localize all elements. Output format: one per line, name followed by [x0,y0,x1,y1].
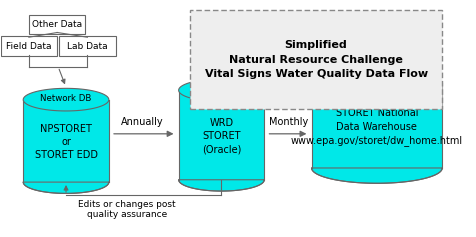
Polygon shape [311,83,441,168]
Text: Lab Data: Lab Data [67,41,108,50]
FancyBboxPatch shape [189,10,441,109]
Polygon shape [23,88,109,111]
FancyBboxPatch shape [0,36,57,56]
Text: Edits or changes post
quality assurance: Edits or changes post quality assurance [78,200,175,219]
Text: Field Data: Field Data [6,41,51,50]
Text: Other Data: Other Data [32,20,82,29]
Text: Network DB: Network DB [40,94,91,103]
Polygon shape [178,180,264,191]
Polygon shape [23,100,109,182]
Polygon shape [311,68,441,98]
Text: Annually: Annually [121,117,164,127]
Text: EPA
Washington, D.C.: EPA Washington, D.C. [339,72,413,92]
Polygon shape [311,168,441,183]
Text: NRPC
Fort Collins: NRPC Fort Collins [197,79,245,99]
Text: NPSTORET
or
STORET EDD: NPSTORET or STORET EDD [34,124,97,160]
FancyBboxPatch shape [29,15,85,34]
Text: WRD
STORET
(Oracle): WRD STORET (Oracle) [201,118,241,154]
Text: STORET National
Data Warehouse
www.epa.gov/storet/dw_home.html: STORET National Data Warehouse www.epa.g… [290,109,462,146]
Polygon shape [178,79,264,101]
Text: Monthly: Monthly [268,117,307,127]
Text: Simplified
Natural Resource Challenge
Vital Signs Water Quality Data Flow: Simplified Natural Resource Challenge Vi… [204,40,427,79]
FancyBboxPatch shape [59,36,115,56]
Polygon shape [23,182,109,193]
Polygon shape [178,90,264,180]
